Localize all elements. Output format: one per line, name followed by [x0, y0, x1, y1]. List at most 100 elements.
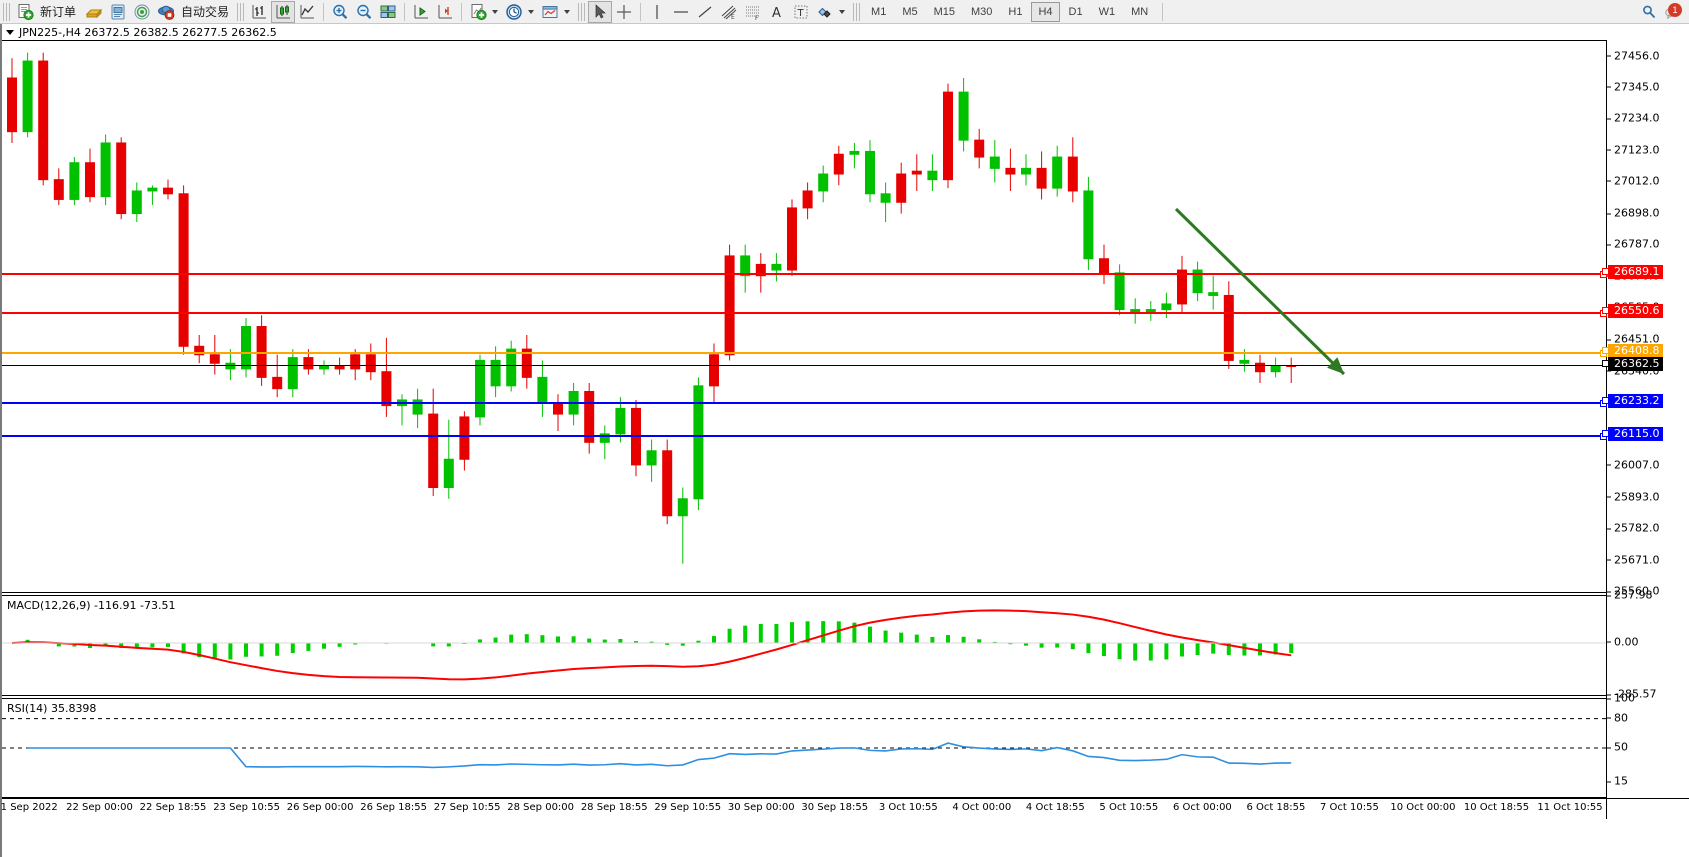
timeframe-mn[interactable]: MN — [1131, 5, 1149, 18]
shapes-button[interactable] — [813, 1, 837, 23]
price-tick: 27456.0 — [1607, 49, 1660, 62]
templates-dropdown-caret[interactable] — [564, 9, 571, 14]
toolbar-grip-2[interactable] — [237, 2, 245, 21]
timeframe-m15[interactable]: M15 — [933, 5, 955, 18]
crosshair-button[interactable] — [612, 1, 636, 23]
text-label-icon: T — [794, 5, 808, 19]
macd-pane[interactable]: MACD(12,26,9) -116.91 -73.51 — [2, 595, 1606, 696]
toolbar-divider-2 — [404, 2, 406, 21]
price-level-handle[interactable] — [1602, 268, 1609, 276]
autotrading-label: 自动交易 — [181, 5, 230, 19]
toolbar-grip-3[interactable] — [578, 2, 586, 21]
text-label-button[interactable]: T — [789, 1, 813, 23]
equidistant-channel-icon: E — [721, 5, 737, 21]
price-level-handle[interactable] — [1602, 396, 1609, 404]
price-level-handle[interactable] — [1602, 347, 1609, 355]
price-tick: 27234.0 — [1607, 112, 1660, 125]
horizontal-line-button[interactable] — [669, 1, 693, 23]
line-chart-icon — [300, 4, 315, 18]
notifications-button[interactable]: 1 — [1661, 2, 1683, 22]
price-level-handle[interactable] — [1602, 360, 1609, 368]
equidistant-channel-button[interactable]: E — [717, 1, 741, 23]
time-axis-label: 21 Sep 2022 — [0, 802, 58, 813]
shapes-dropdown-caret[interactable] — [839, 9, 846, 14]
candlestick-chart-button[interactable] — [271, 0, 296, 23]
price-pane[interactable] — [2, 40, 1606, 593]
bar-chart-button[interactable] — [247, 1, 271, 23]
search-button[interactable] — [1637, 1, 1661, 23]
svg-text:E: E — [731, 14, 735, 21]
trendline-button[interactable] — [693, 1, 717, 23]
chart-symbol-header[interactable]: JPN225-,H4 26372.5 26382.5 26277.5 26362… — [2, 24, 1606, 40]
templates-button[interactable] — [538, 1, 562, 23]
toolbar-divider-3 — [461, 2, 463, 21]
price-tick: 26898.0 — [1607, 207, 1660, 220]
svg-text:F: F — [755, 15, 759, 21]
timeframe-m5[interactable]: M5 — [902, 5, 918, 18]
add-indicator-icon — [471, 3, 487, 20]
tile-windows-button[interactable] — [376, 1, 400, 23]
price-level-tag-pivot[interactable]: 26408.8 — [1602, 344, 1663, 359]
gold-bars-icon — [85, 8, 103, 18]
add-indicator-button[interactable] — [466, 1, 490, 23]
price-tick: 26007.0 — [1607, 458, 1660, 471]
chart-shift-button[interactable] — [433, 1, 457, 23]
signals-button[interactable] — [130, 1, 154, 23]
add-indicator-dropdown-caret[interactable] — [492, 9, 499, 14]
shapes-icon — [818, 7, 831, 18]
price-level-tag-support-2[interactable]: 26115.0 — [1602, 427, 1663, 442]
toolbar-grip[interactable] — [3, 2, 10, 21]
price-level-tag-support-1[interactable]: 26233.2 — [1602, 393, 1663, 408]
price-scale[interactable]: 27456.0 27345.0 27234.0 27123.0 27012.0 26898… — [1602, 40, 1689, 798]
price-level-handle[interactable] — [1602, 307, 1609, 315]
macd-series — [2, 609, 1606, 681]
period-button[interactable] — [502, 1, 526, 23]
search-icon — [1643, 5, 1656, 18]
time-axis[interactable]: 21 Sep 2022 22 Sep 00:00 22 Sep 18:55 23 Se… — [0, 798, 1606, 819]
text-button[interactable]: A — [765, 1, 789, 23]
new-order-button[interactable] — [13, 1, 37, 23]
new-order-icon — [18, 3, 34, 20]
trendline-icon — [698, 6, 712, 17]
market-watch-button[interactable] — [106, 1, 130, 23]
timeframe-m1[interactable]: M1 — [871, 5, 887, 18]
time-axis-label: 6 Oct 00:00 — [1172, 802, 1232, 813]
zoom-out-button[interactable] — [352, 1, 376, 23]
price-level-tag-resistance-2[interactable]: 26550.6 — [1602, 304, 1663, 319]
autotrading-button[interactable] — [154, 1, 178, 23]
rsi-pane[interactable]: RSI(14) 35.8398 — [2, 698, 1606, 798]
cursor-arrow-button[interactable] — [588, 0, 613, 23]
fibonacci-button[interactable]: F — [741, 1, 765, 23]
chart-window: JPN225-,H4 26372.5 26382.5 26277.5 26362… — [0, 24, 1689, 857]
candlestick-chart-icon — [276, 4, 291, 18]
rsi-scale-tick: 15 — [1607, 775, 1628, 788]
price-level-handle[interactable] — [1602, 430, 1609, 438]
price-level-tag-current-price[interactable]: 26362.5 — [1602, 357, 1663, 372]
timeframe-d1[interactable]: D1 — [1068, 5, 1083, 18]
time-axis-label: 5 Oct 10:55 — [1099, 802, 1159, 813]
timeframe-m30[interactable]: M30 — [971, 5, 993, 18]
time-axis-label: 11 Oct 10:55 — [1537, 802, 1603, 813]
price-level-tag-resistance-1[interactable]: 26689.1 — [1602, 265, 1663, 280]
timeframe-w1[interactable]: W1 — [1098, 5, 1116, 18]
auto-scroll-button[interactable] — [409, 1, 433, 23]
chart-menu-triangle-icon[interactable] — [6, 29, 14, 35]
rsi-series — [2, 718, 1606, 769]
zoom-in-button[interactable] — [328, 1, 352, 23]
macd-scale-tick: -285.57 — [1607, 688, 1656, 701]
vertical-line-button[interactable] — [645, 1, 669, 23]
timeframe-h4[interactable]: H4 — [1031, 1, 1060, 22]
tile-windows-icon — [380, 5, 396, 18]
time-axis-label: 6 Oct 18:55 — [1246, 802, 1306, 813]
time-axis-label: 30 Sep 00:00 — [727, 802, 795, 813]
toolbar-divider-1 — [323, 2, 325, 21]
toolbar-grip-4[interactable] — [853, 2, 861, 21]
rsi-scale-tick: 80 — [1607, 711, 1628, 724]
timeframe-h1[interactable]: H1 — [1008, 5, 1023, 18]
gold-bars-button[interactable] — [82, 1, 106, 23]
period-dropdown-caret[interactable] — [528, 9, 535, 14]
line-chart-button[interactable] — [295, 1, 319, 23]
toolbar-right-group: 1 — [1637, 1, 1687, 23]
macd-label: MACD(12,26,9) -116.91 -73.51 — [7, 599, 176, 612]
toolbar-divider-5 — [1162, 2, 1164, 21]
